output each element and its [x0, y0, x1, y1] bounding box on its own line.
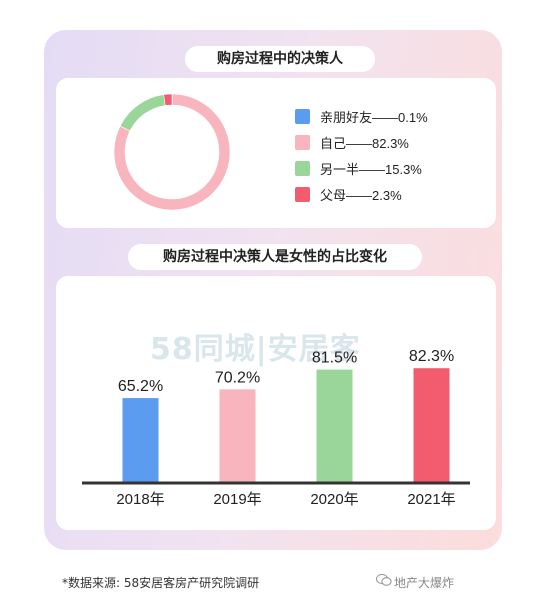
donut-chart — [113, 93, 231, 211]
legend-item-2: 另一半——15.3% — [295, 155, 428, 181]
legend-label: 另一半——15.3% — [320, 161, 422, 177]
x-tick-label-1: 2019年 — [213, 491, 261, 508]
bar-0 — [122, 398, 159, 482]
legend-label: 父母——2.3% — [320, 187, 402, 203]
x-tick-label-3: 2021年 — [407, 491, 455, 508]
bar-chart: 65.2% 2018年 70.2% 2019年 81.5% 2020年 82.3% 2021年 — [82, 348, 470, 508]
bar-2 — [316, 369, 353, 482]
legend-swatch — [295, 160, 310, 176]
donut-slice-2 — [119, 94, 166, 132]
donut-legend: 亲朋好友——0.1% 自己——82.3% 另一半——15.3% 父母——2.3% — [295, 103, 428, 207]
donut-slice-3 — [163, 93, 173, 106]
data-source-footnote: *数据来源: 58安居客房产研究院调研 — [62, 576, 260, 590]
donut-slice-1 — [113, 93, 231, 211]
legend-swatch — [295, 186, 310, 202]
legend-label: 亲朋好友——0.1% — [320, 109, 428, 125]
legend-item-0: 亲朋好友——0.1% — [295, 103, 428, 129]
bar-chart-title: 购房过程中决策人是女性的占比变化 — [128, 244, 422, 270]
bar-value-label-2: 81.5% — [312, 350, 357, 367]
legend-label: 自己——82.3% — [320, 135, 409, 151]
x-tick-label-0: 2018年 — [116, 491, 164, 508]
bar-value-label-3: 82.3% — [409, 348, 454, 365]
x-tick-label-2: 2020年 — [310, 491, 358, 508]
bar-value-label-0: 65.2% — [118, 378, 163, 395]
brand-watermark: 58同城|安居客 — [150, 332, 361, 367]
bar-3 — [413, 368, 450, 482]
donut-chart-card — [56, 78, 496, 228]
legend-item-3: 父母——2.3% — [295, 181, 428, 207]
wechat-icon — [376, 573, 392, 586]
donut-chart-title: 购房过程中的决策人 — [185, 46, 375, 72]
bar-value-label-1: 70.2% — [215, 369, 260, 386]
legend-swatch — [295, 134, 310, 150]
source-tag: 地产大爆炸 — [394, 576, 455, 590]
legend-swatch — [295, 108, 310, 124]
bar-1 — [219, 389, 256, 482]
legend-item-1: 自己——82.3% — [295, 129, 428, 155]
